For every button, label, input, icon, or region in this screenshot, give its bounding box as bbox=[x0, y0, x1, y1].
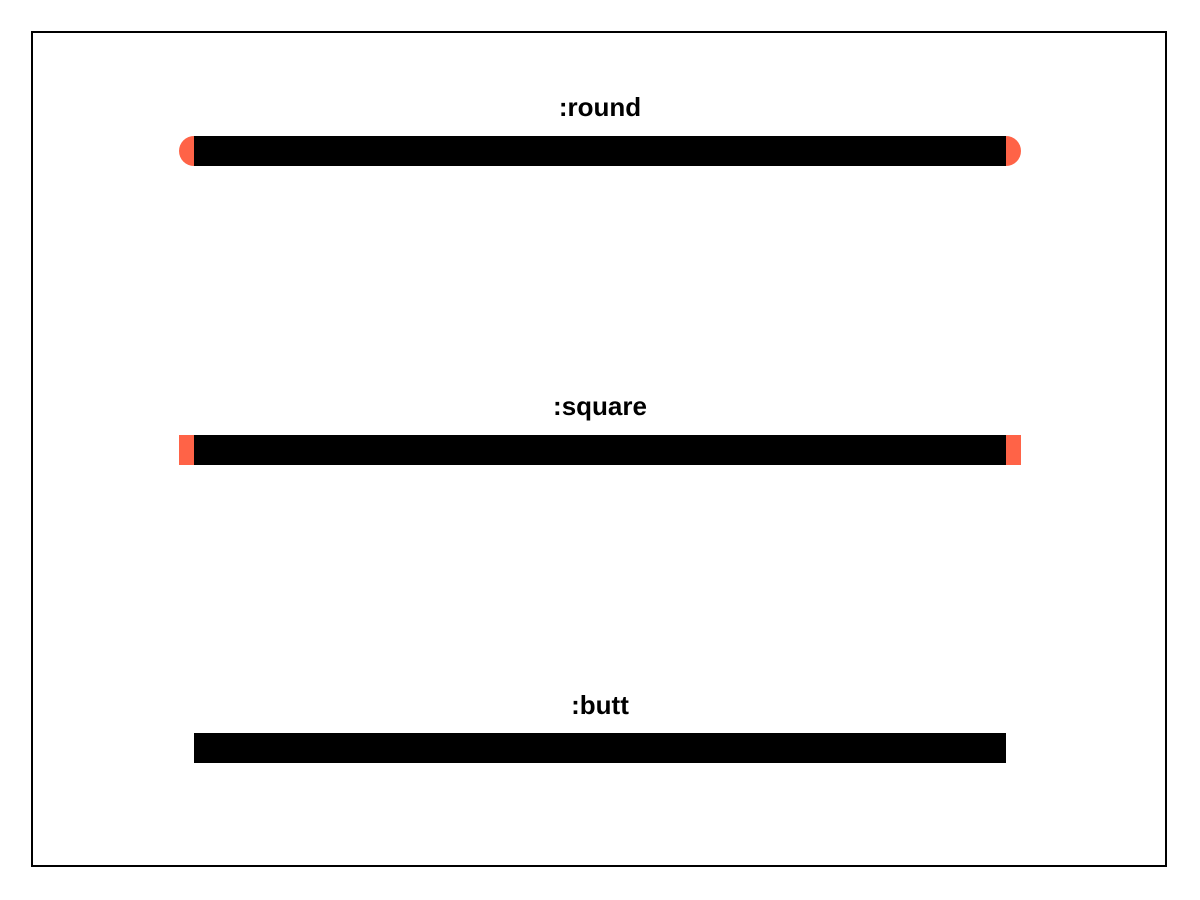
round-cap-line bbox=[179, 136, 1021, 166]
square-cap-line bbox=[179, 435, 1021, 465]
square-cap-label: :square bbox=[553, 391, 647, 421]
butt-cap-line bbox=[194, 733, 1006, 763]
figure-frame bbox=[31, 31, 1167, 867]
butt-cap-label: :butt bbox=[571, 690, 629, 720]
round-cap-label: :round bbox=[558, 92, 642, 122]
